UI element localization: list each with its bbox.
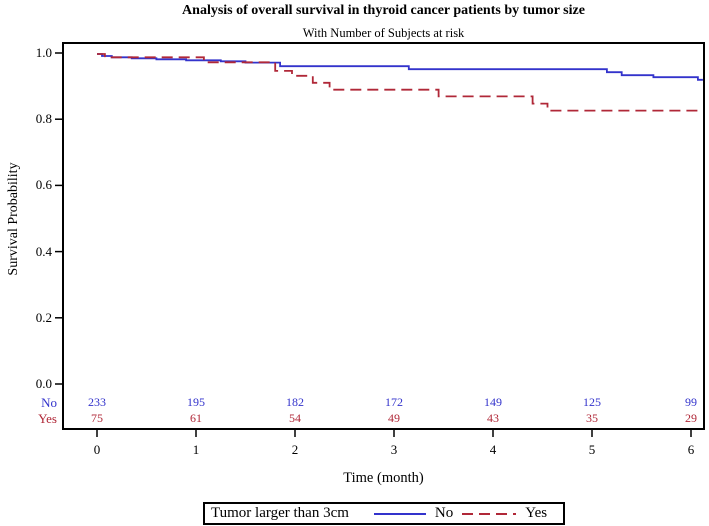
risk-count: 172 <box>385 395 403 409</box>
x-tick-label: 4 <box>489 442 497 457</box>
y-tick-label: 0.0 <box>35 376 52 391</box>
risk-count: 43 <box>487 411 499 425</box>
x-axis-label: Time (month) <box>343 470 424 486</box>
y-tick-label: 1.0 <box>35 45 52 60</box>
x-tick-label: 0 <box>93 442 101 457</box>
risk-count: 61 <box>190 411 202 425</box>
chart-title: Analysis of overall survival in thyroid … <box>182 3 585 18</box>
risk-row-label: No <box>41 395 57 410</box>
survival-curve-no <box>97 53 703 81</box>
legend-label-yes: Yes <box>525 505 548 521</box>
plot-border <box>62 42 705 430</box>
y-axis-label: Survival Probability <box>6 162 21 276</box>
y-tick-label: 0.2 <box>35 309 52 325</box>
x-tick-label: 5 <box>588 442 596 457</box>
risk-count: 182 <box>286 395 304 409</box>
risk-count: 54 <box>289 411 301 425</box>
legend: Tumor larger than 3cm No Yes <box>203 502 565 525</box>
x-tick-label: 6 <box>687 442 695 457</box>
legend-line-yes-sample <box>462 512 517 515</box>
x-tick-label: 2 <box>291 442 299 457</box>
legend-label-no: No <box>434 505 454 521</box>
risk-count: 99 <box>685 395 697 409</box>
risk-count: 49 <box>388 411 400 425</box>
x-tick-label: 1 <box>192 442 200 457</box>
risk-count: 195 <box>187 395 205 409</box>
risk-count: 125 <box>583 395 601 409</box>
risk-count: 75 <box>91 411 103 425</box>
survival-curve-yes <box>97 53 703 112</box>
axis-ticks <box>55 52 692 437</box>
chart-subtitle: With Number of Subjects at risk <box>302 26 465 40</box>
survival-curves <box>97 53 703 112</box>
risk-count: 29 <box>685 411 697 425</box>
legend-title: Tumor larger than 3cm <box>211 505 349 521</box>
risk-count: 233 <box>88 395 106 409</box>
y-tick-label: 0.6 <box>35 177 52 193</box>
y-tick-label: 0.8 <box>35 111 52 127</box>
legend-line-no-sample <box>373 512 426 515</box>
risk-row-label: Yes <box>38 411 57 426</box>
y-tick-label: 0.4 <box>35 243 52 259</box>
risk-count: 149 <box>484 395 502 409</box>
risk-count: 35 <box>586 411 598 425</box>
x-tick-label: 3 <box>390 442 398 457</box>
